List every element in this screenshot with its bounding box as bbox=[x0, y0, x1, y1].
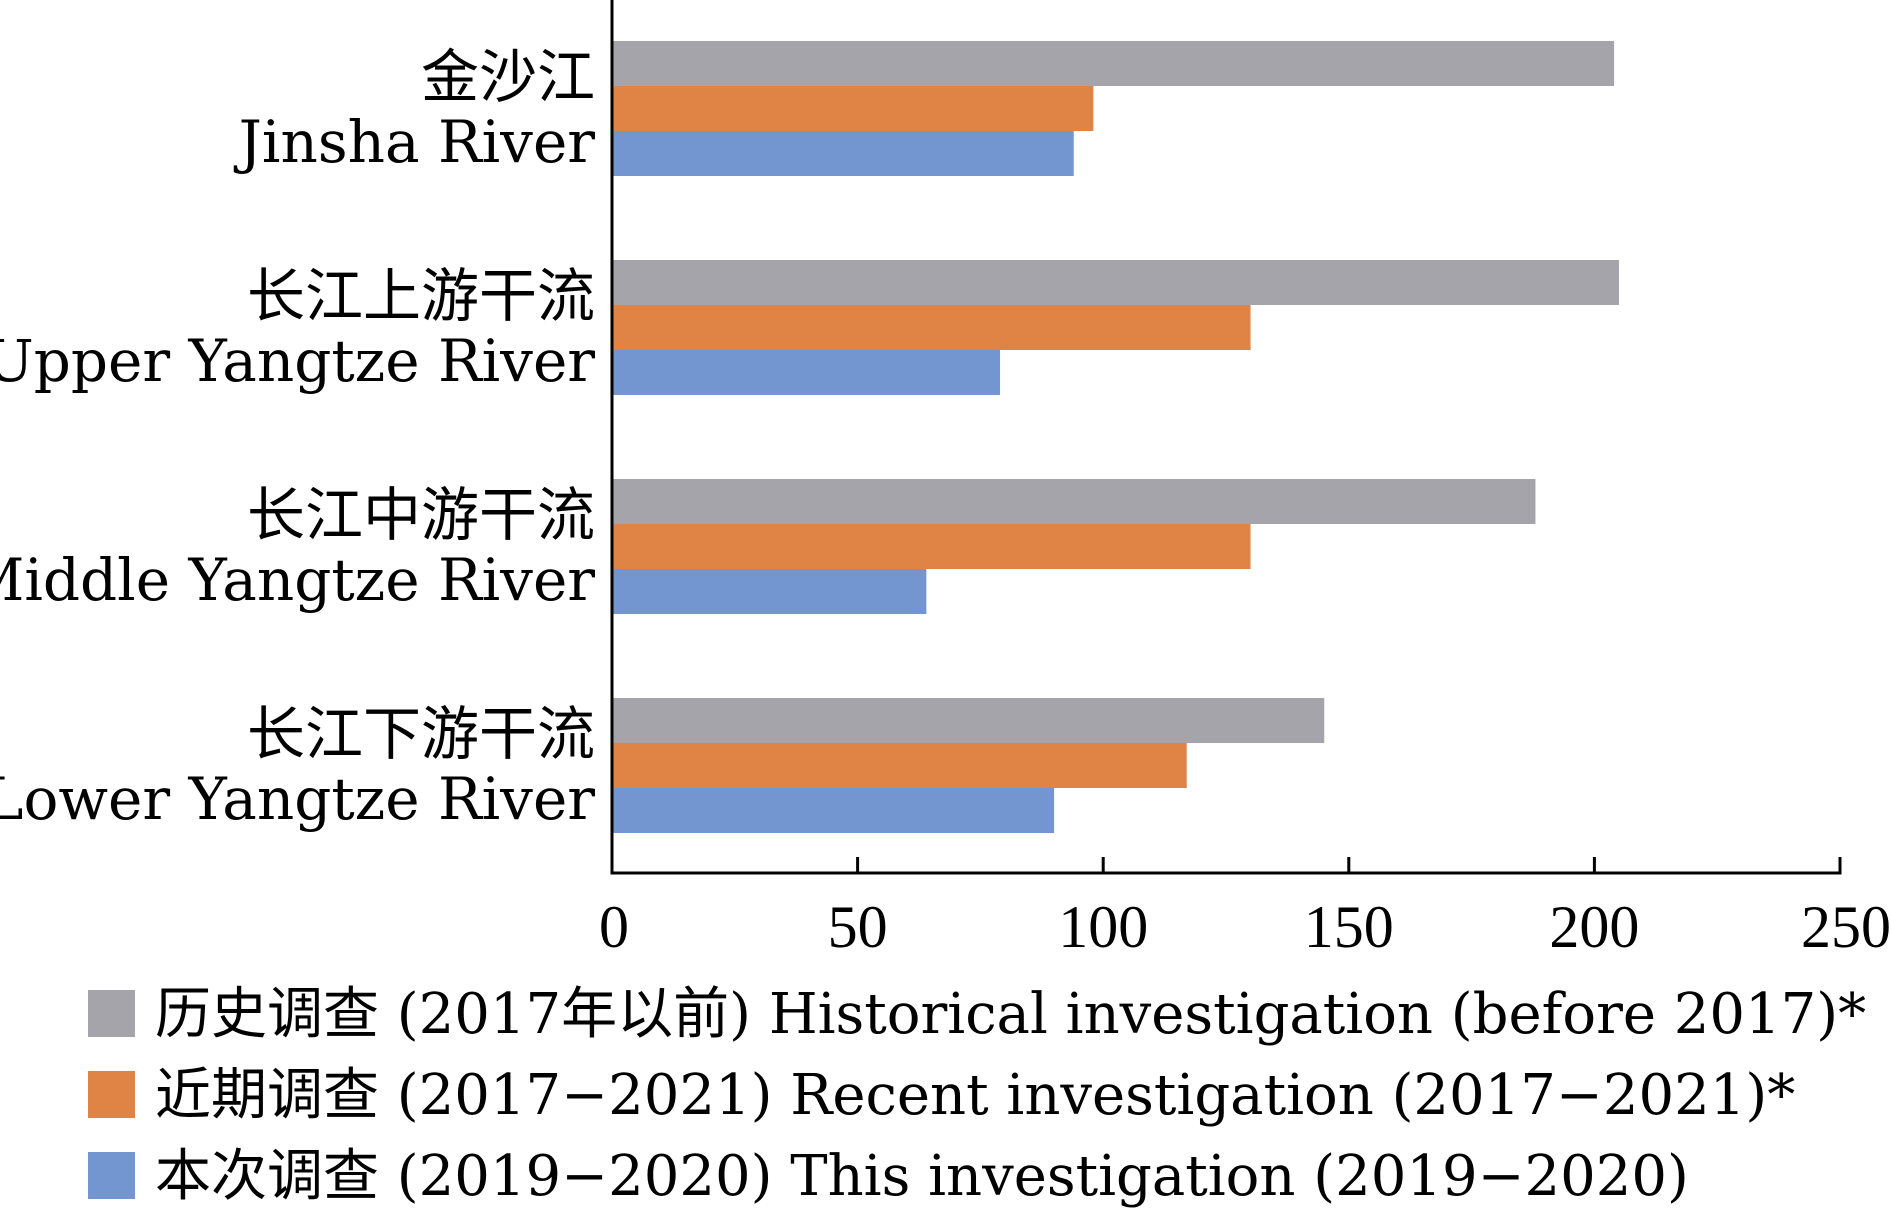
category-label-zh: 长江下游干流 bbox=[247, 700, 595, 768]
bar-1-category-4 bbox=[612, 698, 1325, 743]
bar-3-category-4 bbox=[612, 788, 1055, 833]
bars-layer bbox=[612, 41, 1619, 833]
bar-1-category-3 bbox=[612, 479, 1536, 524]
x-tick-label: 250 bbox=[1801, 894, 1891, 960]
legend-swatch bbox=[88, 1152, 135, 1199]
bar-3-category-3 bbox=[612, 569, 927, 614]
axes bbox=[610, 0, 1842, 875]
category-label-zh: 长江中游干流 bbox=[247, 481, 595, 549]
category-label-zh: 长江上游干流 bbox=[247, 262, 595, 330]
x-tick-label: 150 bbox=[1304, 894, 1394, 960]
category-label-zh: 金沙江 bbox=[421, 43, 595, 111]
legend-label: 近期调查 (2017−2021) Recent investigation (2… bbox=[155, 1063, 1795, 1128]
bar-2-category-3 bbox=[612, 524, 1251, 569]
x-tick-label: 200 bbox=[1549, 894, 1639, 960]
legend-swatch bbox=[88, 990, 135, 1037]
legend-swatch bbox=[88, 1071, 135, 1118]
x-axis-ticks: 0 50 100 150 200 250 bbox=[599, 857, 1891, 960]
legend-label: 本次调查 (2019−2020) This investigation (201… bbox=[155, 1144, 1689, 1209]
bar-1-category-2 bbox=[612, 260, 1619, 305]
x-tick-label: 100 bbox=[1058, 894, 1148, 960]
bar-2-category-2 bbox=[612, 305, 1251, 350]
x-tick-label: 0 bbox=[599, 894, 629, 960]
bar-1-category-1 bbox=[612, 41, 1615, 86]
legend-label: 历史调查 (2017年以前) Historical investigation … bbox=[155, 982, 1866, 1047]
bar-3-category-1 bbox=[612, 131, 1074, 176]
category-label-en: Upper Yangtze River bbox=[0, 327, 595, 395]
legend: 历史调查 (2017年以前) Historical investigation … bbox=[88, 982, 1866, 1209]
category-label-en: Middle Yangtze River bbox=[0, 546, 595, 614]
x-tick-label: 50 bbox=[828, 894, 888, 960]
category-label-en: Lower Yangtze River bbox=[0, 765, 595, 833]
category-label-en: Jinsha River bbox=[234, 108, 596, 176]
bar-2-category-1 bbox=[612, 86, 1094, 131]
bar-2-category-4 bbox=[612, 743, 1187, 788]
bar-3-category-2 bbox=[612, 350, 1001, 395]
